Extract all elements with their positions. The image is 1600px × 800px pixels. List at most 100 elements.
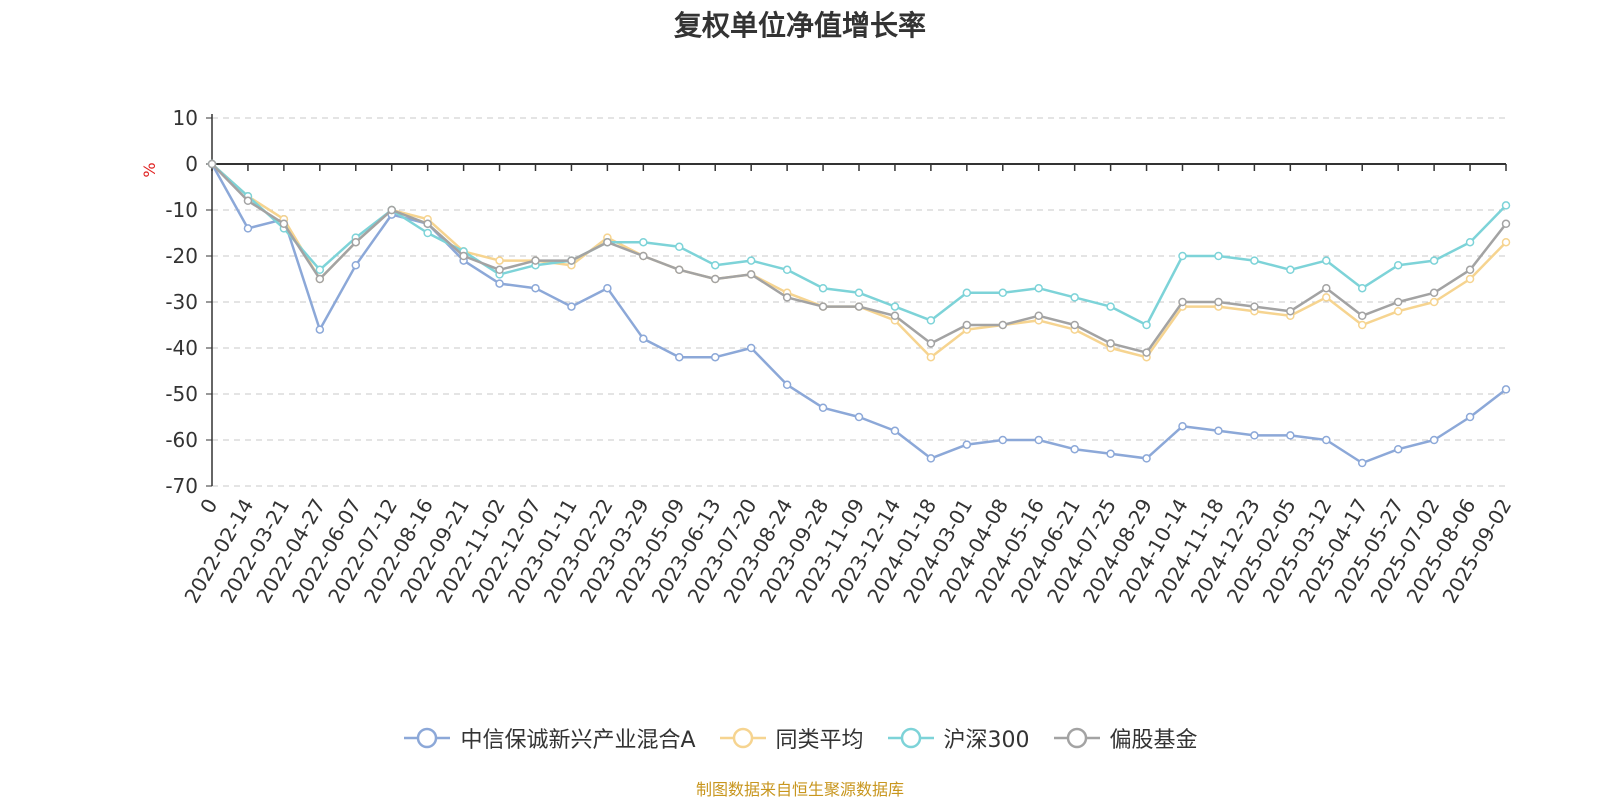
data-point	[1429, 297, 1439, 307]
x-tick-label: 0	[195, 495, 222, 518]
data-point	[315, 325, 325, 334]
legend-item[interactable]: 中信保诚新兴产业混合A	[402, 722, 696, 754]
legend-item[interactable]: 同类平均	[718, 722, 864, 754]
data-point	[495, 279, 504, 288]
legend-label: 偏股基金	[1109, 728, 1198, 753]
data-point	[1178, 421, 1187, 431]
data-point	[531, 256, 540, 265]
data-point	[1142, 454, 1151, 463]
data-point	[675, 242, 684, 252]
data-point	[962, 440, 972, 449]
y-axis-labels: 10 0 -10 -20 -30 -40 -50 -60 -70	[165, 106, 198, 498]
line-chart: 10 0 -10 -20 -30 -40 -50 -60 -70 02022-02-142022…	[140, 106, 1516, 608]
data-point	[1501, 385, 1511, 394]
legend-marker-icon	[404, 727, 451, 749]
data-point	[423, 219, 432, 229]
data-point	[1501, 201, 1511, 210]
y-tick-label: 10	[173, 106, 198, 130]
axes	[206, 114, 1507, 487]
data-point	[387, 205, 396, 215]
data-point	[1106, 449, 1115, 459]
data-point	[998, 288, 1008, 298]
data-point	[1250, 431, 1259, 440]
data-point	[1322, 256, 1331, 265]
data-point	[1393, 306, 1403, 316]
data-point	[710, 352, 720, 362]
data-point	[1214, 426, 1223, 436]
data-point	[890, 302, 900, 311]
data-point	[782, 380, 792, 390]
data-point	[1142, 348, 1151, 357]
data-point	[782, 293, 792, 302]
data-point	[603, 283, 612, 293]
data-point	[1357, 311, 1367, 321]
data-point	[1106, 302, 1115, 311]
data-point	[351, 237, 361, 247]
chart-title: 复权单位净值增长率	[673, 9, 926, 42]
y-tick-label: -10	[165, 198, 198, 222]
series-line	[211, 163, 1507, 327]
grid-lines	[212, 117, 1506, 487]
data-point	[926, 352, 936, 362]
series-line	[211, 163, 1507, 354]
legend-marker-icon	[887, 727, 934, 749]
data-point	[1070, 444, 1079, 454]
data-point	[998, 320, 1008, 330]
data-point	[710, 274, 720, 284]
data-point	[782, 265, 792, 275]
data-point	[603, 237, 612, 247]
data-point	[1429, 435, 1439, 445]
legend-label: 中信保诚新兴产业混合A	[460, 728, 696, 753]
data-point	[423, 228, 432, 238]
data-point	[1465, 274, 1475, 284]
data-point	[495, 256, 504, 265]
data-point	[531, 283, 540, 293]
y-axis-unit: %	[140, 162, 159, 177]
data-point	[1322, 435, 1331, 445]
data-point	[818, 403, 828, 413]
series-line	[211, 163, 1507, 359]
data-point	[1322, 293, 1331, 302]
series-3	[207, 159, 1511, 357]
data-point	[890, 311, 900, 321]
data-point	[1142, 320, 1151, 330]
legend-label: 沪深300	[943, 728, 1030, 753]
data-point	[567, 302, 576, 311]
data-point	[962, 288, 972, 298]
y-tick-label: 0	[185, 152, 198, 176]
data-point	[315, 274, 325, 284]
series-lines	[207, 159, 1511, 468]
data-point	[1322, 283, 1331, 293]
data-point	[1429, 288, 1439, 298]
data-point	[639, 334, 648, 344]
data-point	[1393, 260, 1403, 270]
series-0	[207, 159, 1511, 468]
legend-item[interactable]: 偏股基金	[1052, 722, 1198, 754]
data-point	[675, 352, 684, 362]
data-point	[854, 302, 864, 311]
legend-label: 同类平均	[775, 728, 864, 753]
data-point	[854, 288, 864, 298]
x-axis-labels: 02022-02-142022-03-212022-04-272022-06-0…	[179, 495, 1516, 608]
legend-item[interactable]: 沪深300	[886, 722, 1030, 754]
data-point	[1286, 306, 1295, 316]
data-point	[998, 435, 1008, 445]
data-point	[567, 256, 576, 265]
data-point	[1106, 339, 1115, 348]
data-point	[1214, 297, 1223, 307]
y-tick-label: -50	[165, 382, 198, 406]
data-point	[1034, 311, 1043, 321]
data-point	[675, 265, 684, 275]
data-point	[1034, 283, 1043, 293]
y-tick-label: -30	[165, 290, 198, 314]
data-point	[1393, 297, 1403, 307]
y-tick-label: -40	[165, 336, 198, 360]
data-point	[1357, 283, 1367, 293]
legend: 中信保诚新兴产业混合A 同类平均 沪深300 偏股基金	[0, 722, 1600, 754]
data-point	[243, 224, 253, 233]
data-point	[854, 412, 864, 422]
data-point	[1357, 458, 1367, 468]
data-point	[1286, 265, 1295, 275]
data-point	[746, 270, 756, 279]
data-point	[1214, 251, 1223, 261]
